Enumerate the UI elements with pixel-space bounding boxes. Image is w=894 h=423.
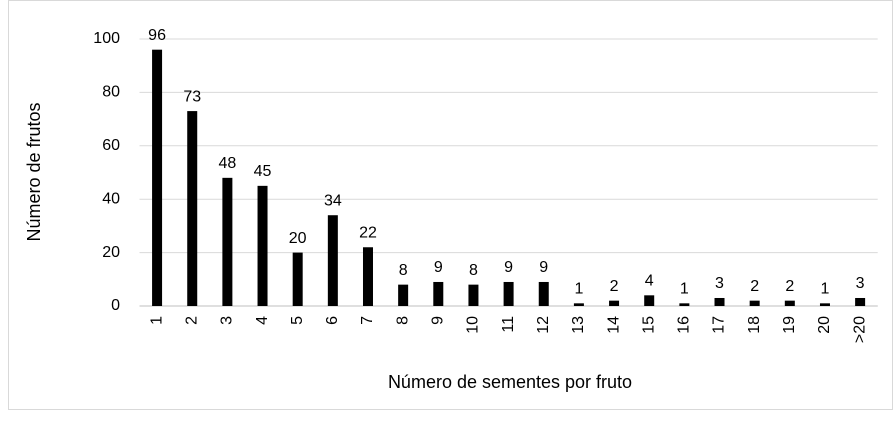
data-label: 22 (359, 224, 377, 241)
bar (855, 297, 866, 306)
data-label: 73 (183, 88, 201, 105)
y-tick-label: 40 (102, 190, 120, 207)
data-label: 9 (539, 259, 548, 276)
bar (362, 247, 373, 306)
x-tick-label: 10 (465, 316, 482, 334)
chart-border (8, 0, 893, 410)
data-label: 1 (821, 281, 830, 298)
bar (784, 300, 795, 306)
bar (714, 297, 725, 306)
bar (503, 281, 514, 306)
data-label: 9 (504, 259, 513, 276)
data-label: 34 (324, 192, 342, 209)
bar (152, 49, 163, 307)
x-tick-label: 19 (781, 316, 798, 334)
data-label: 3 (856, 275, 865, 292)
data-label: 9 (434, 259, 443, 276)
y-tick-label: 60 (102, 137, 120, 154)
x-axis-label: Número de sementes por fruto (388, 372, 632, 392)
x-tick-label: 7 (359, 316, 376, 325)
x-tick-label: 8 (394, 316, 411, 325)
x-tick-label: 5 (289, 316, 306, 325)
bar (749, 300, 760, 306)
bar (292, 252, 303, 306)
bar (398, 284, 409, 306)
data-label: 48 (218, 155, 236, 172)
data-label: 96 (148, 27, 166, 44)
bar (187, 111, 198, 306)
x-tick-label: 13 (570, 316, 587, 334)
y-tick-label: 20 (102, 244, 120, 261)
x-tick-label: 14 (605, 316, 622, 334)
bar (257, 185, 268, 306)
bar (468, 284, 479, 306)
x-tick-label: 17 (711, 316, 728, 334)
bar (573, 303, 584, 306)
data-label: 8 (399, 262, 408, 279)
x-tick-label: 6 (324, 316, 341, 325)
x-tick-label: 18 (746, 316, 763, 334)
x-tick-label: 20 (816, 316, 833, 334)
data-label: 3 (715, 275, 724, 292)
y-tick-label: 0 (111, 297, 120, 314)
bar (222, 177, 233, 306)
data-label: 2 (785, 278, 794, 295)
bar (538, 281, 549, 306)
y-tick-label: 100 (93, 30, 120, 47)
bar (433, 281, 444, 306)
x-tick-label: >20 (851, 316, 868, 343)
x-tick-label: 11 (500, 316, 517, 333)
x-tick-label: 9 (430, 316, 447, 325)
data-label: 4 (645, 273, 654, 290)
data-label: 2 (750, 278, 759, 295)
x-tick-label: 4 (254, 316, 271, 325)
data-label: 20 (289, 230, 307, 247)
data-label: 1 (680, 281, 689, 298)
bar (644, 295, 655, 306)
x-tick-label: 16 (676, 316, 693, 334)
data-label: 1 (574, 281, 583, 298)
x-tick-label: 2 (183, 316, 200, 325)
y-axis-label: Número de frutos (24, 102, 44, 241)
y-tick-label: 80 (102, 84, 120, 101)
x-tick-label: 12 (535, 316, 552, 334)
bar (679, 303, 690, 306)
bar (327, 215, 338, 306)
x-tick-label: 15 (640, 316, 657, 334)
bar (819, 303, 830, 306)
data-label: 2 (610, 278, 619, 295)
x-tick-label: 3 (219, 316, 236, 325)
x-tick-label: 1 (148, 316, 165, 325)
data-label: 45 (254, 163, 272, 180)
bar (609, 300, 620, 306)
data-label: 8 (469, 262, 478, 279)
